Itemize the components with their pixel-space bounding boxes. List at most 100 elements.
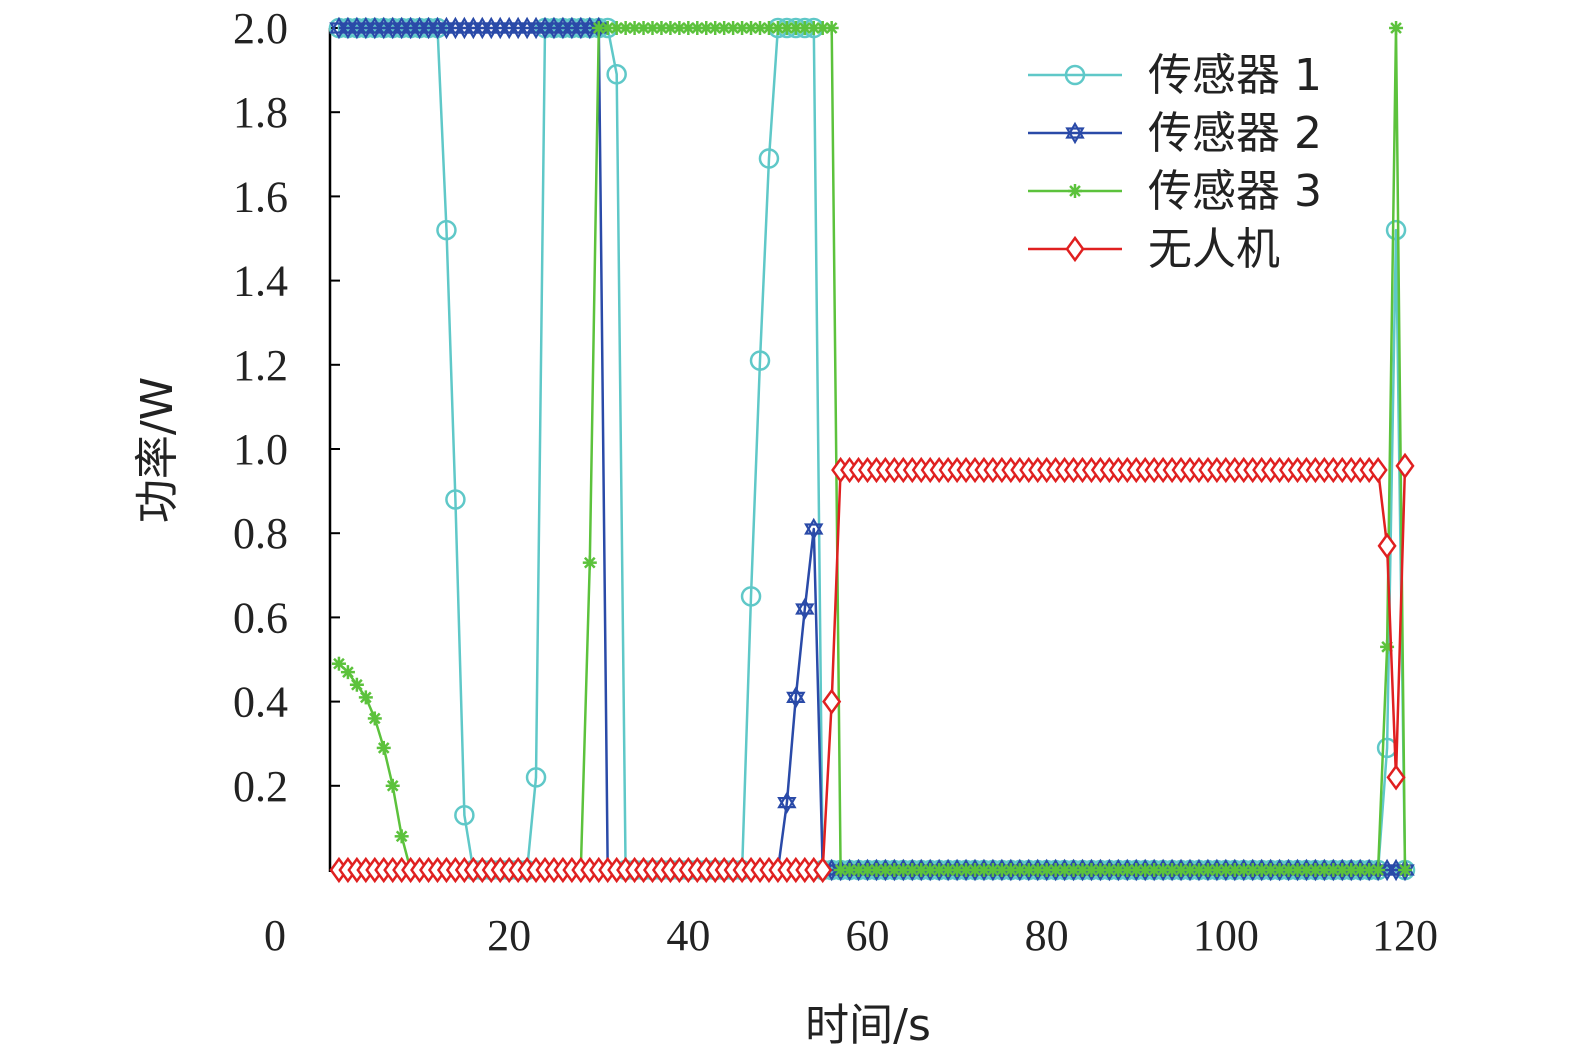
data-point bbox=[1317, 863, 1332, 877]
data-point bbox=[795, 597, 815, 621]
series-line bbox=[339, 465, 1407, 872]
data-point bbox=[994, 863, 1009, 877]
series-layer bbox=[328, 16, 1416, 884]
data-point bbox=[1057, 863, 1072, 877]
axes bbox=[328, 27, 340, 872]
data-point bbox=[822, 688, 842, 715]
data-point bbox=[740, 586, 762, 607]
y-tick-label: 2.0 bbox=[233, 4, 288, 53]
data-point bbox=[1326, 863, 1341, 877]
data-point bbox=[815, 21, 830, 35]
x-tick-label: 120 bbox=[1372, 911, 1438, 960]
data-point bbox=[1236, 863, 1251, 877]
data-point bbox=[770, 21, 785, 35]
data-point bbox=[950, 863, 965, 877]
data-point bbox=[681, 21, 696, 35]
data-point bbox=[941, 863, 956, 877]
legend-marker bbox=[1065, 121, 1085, 145]
y-tick-label: 0.4 bbox=[233, 678, 288, 727]
x-tick-label: 40 bbox=[666, 911, 710, 960]
data-point bbox=[804, 517, 824, 541]
data-point bbox=[1191, 863, 1206, 877]
data-point bbox=[976, 863, 991, 877]
data-point bbox=[1174, 863, 1189, 877]
data-point bbox=[436, 219, 457, 241]
data-point bbox=[331, 656, 346, 671]
data-point bbox=[1385, 219, 1407, 241]
data-point bbox=[645, 21, 660, 35]
y-tick-label: 1.8 bbox=[233, 88, 288, 137]
x-tick-label: 60 bbox=[846, 911, 890, 960]
data-point bbox=[813, 856, 833, 884]
data-point bbox=[1371, 863, 1386, 877]
data-point bbox=[358, 690, 373, 705]
legend-label: 传感器 2 bbox=[1148, 108, 1322, 159]
data-point bbox=[394, 829, 409, 844]
data-point bbox=[878, 863, 893, 877]
tick-labels: 0.2 0.4 0.6 0.8 1.0 1.2 1.4 1.6 1.8 2.0 0 20 40 60 80 1… bbox=[233, 4, 1438, 960]
y-axis-title: 功率/W bbox=[132, 377, 183, 523]
legend-label: 无人机 bbox=[1148, 224, 1280, 275]
data-point bbox=[985, 863, 1000, 877]
y-tick-label: 0.2 bbox=[233, 762, 288, 811]
data-point bbox=[1165, 863, 1180, 877]
data-point bbox=[968, 863, 982, 877]
y-tick-label: 1.4 bbox=[233, 257, 288, 306]
data-point bbox=[1386, 764, 1406, 791]
data-point bbox=[1129, 863, 1144, 877]
y-tick-label: 1.2 bbox=[233, 341, 288, 390]
data-point bbox=[1398, 863, 1412, 877]
data-point bbox=[1377, 532, 1397, 559]
x-tick-label: 0 bbox=[264, 911, 286, 960]
data-point bbox=[777, 791, 797, 814]
data-point bbox=[869, 863, 884, 877]
data-point bbox=[1039, 863, 1054, 877]
data-point bbox=[753, 21, 767, 35]
data-point bbox=[1389, 21, 1404, 35]
data-point bbox=[445, 489, 466, 510]
y-tick-label: 0.6 bbox=[233, 593, 288, 642]
data-point bbox=[851, 863, 866, 877]
x-tick-label: 80 bbox=[1025, 911, 1069, 960]
data-point bbox=[376, 740, 391, 755]
data-point bbox=[591, 21, 606, 35]
data-point bbox=[1156, 863, 1171, 877]
data-point bbox=[758, 148, 780, 169]
data-point bbox=[786, 686, 806, 709]
data-point bbox=[582, 555, 597, 570]
data-point bbox=[1368, 456, 1388, 484]
data-point bbox=[1254, 863, 1269, 877]
data-point bbox=[606, 64, 627, 85]
legend-marker bbox=[1064, 64, 1086, 86]
data-point bbox=[914, 863, 929, 877]
data-point bbox=[609, 21, 624, 35]
legend: 传感器 1 传感器 2 传感器 3 无人机 bbox=[1028, 50, 1322, 275]
data-point bbox=[340, 665, 355, 680]
data-point bbox=[454, 805, 475, 826]
data-point bbox=[749, 350, 771, 371]
legend-label: 传感器 1 bbox=[1148, 50, 1322, 101]
legend-marker bbox=[1065, 235, 1085, 263]
x-axis-title: 时间/s bbox=[805, 1000, 931, 1051]
data-point bbox=[672, 21, 687, 35]
data-point bbox=[367, 711, 382, 726]
data-point bbox=[1209, 863, 1224, 877]
data-point bbox=[1395, 452, 1415, 479]
y-tick-label: 0.8 bbox=[233, 509, 288, 558]
series-4 bbox=[329, 452, 1415, 884]
x-tick-label: 100 bbox=[1193, 911, 1259, 960]
legend-item: 传感器 1 bbox=[1028, 50, 1322, 101]
legend-item: 传感器 3 bbox=[1028, 166, 1322, 217]
data-point bbox=[385, 778, 400, 793]
data-point bbox=[349, 677, 364, 692]
data-point bbox=[690, 21, 705, 35]
y-tick-label: 1.6 bbox=[233, 172, 288, 221]
legend-item: 传感器 2 bbox=[1028, 108, 1322, 159]
legend-marker bbox=[1068, 184, 1082, 198]
data-point bbox=[824, 21, 839, 35]
x-tick-label: 20 bbox=[487, 911, 531, 960]
legend-item: 无人机 bbox=[1028, 224, 1280, 275]
data-point bbox=[525, 767, 547, 788]
data-point bbox=[788, 21, 803, 35]
